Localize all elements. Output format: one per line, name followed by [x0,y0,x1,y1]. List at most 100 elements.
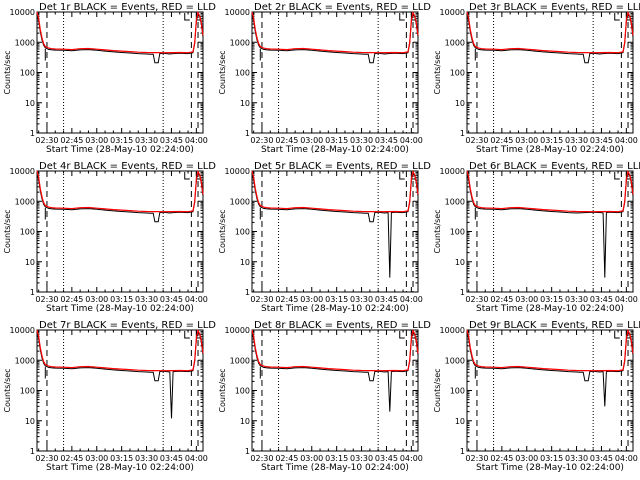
x-tick-label: 02:30 [250,136,273,145]
x-tick-label: 02:45 [275,454,298,463]
panel-title: Det 3r BLACK = Events, RED = LLD [469,2,640,13]
plot-frame [251,170,419,293]
x-tick-label: 02:30 [250,454,273,463]
plot-frame [36,11,204,134]
detector-panel: Det 6r BLACK = Events, RED = LLD 1 10 100 10… [433,161,640,314]
x-tick-label: 03:15 [540,295,563,304]
x-tick-label: 02:45 [60,295,83,304]
y-tick-label: 1000 [15,197,35,206]
y-axis-label: Counts/sec [218,209,227,253]
x-tick-label: 03:30 [350,454,373,463]
y-tick-label: 1000 [230,38,250,47]
y-tick-label: 100 [235,387,250,396]
events-series-line [466,170,634,278]
x-tick-label: 02:30 [465,454,488,463]
x-tick-label: 02:45 [490,454,513,463]
panel-title: Det 7r BLACK = Events, RED = LLD [39,320,216,331]
plot-frame [251,329,419,452]
x-tick-label: 02:45 [490,136,513,145]
y-tick-label: 10000 [225,8,250,17]
detector-panel: Det 3r BLACK = Events, RED = LLD 1 10 100 10… [433,2,640,155]
x-tick-label: 03:00 [515,136,538,145]
y-tick-label: 100 [20,228,35,237]
plot-frame [466,329,634,452]
detector-panel: Det 8r BLACK = Events, RED = LLD 1 10 100 10… [218,320,431,473]
y-tick-label: 1000 [15,38,35,47]
y-axis-label: Counts/sec [3,50,12,94]
interval-marker [184,331,190,339]
lld-series-line [251,329,419,372]
x-tick-label: 02:45 [60,454,83,463]
panel-title: Det 8r BLACK = Events, RED = LLD [254,320,431,331]
x-axis-label: Start Time (28-May-10 02:24:00) [261,304,409,314]
x-axis-label: Start Time (28-May-10 02:24:00) [476,145,624,155]
y-axis-label: Counts/sec [433,209,442,253]
y-tick-label: 10 [455,99,465,108]
y-tick-label: 10000 [10,167,35,176]
y-tick-label: 10 [25,417,35,426]
y-tick-label: 100 [235,69,250,78]
x-tick-label: 02:45 [275,136,298,145]
y-tick-label: 10000 [440,326,465,335]
x-tick-label: 03:15 [110,295,133,304]
x-tick-label: 03:15 [110,136,133,145]
y-axis-label: Counts/sec [3,368,12,412]
plot-frame [466,11,634,134]
y-tick-label: 10000 [225,167,250,176]
events-series-line [466,11,634,64]
y-tick-label: 100 [450,69,465,78]
x-tick-label: 03:30 [135,454,158,463]
x-tick-label: 02:45 [275,295,298,304]
y-tick-label: 100 [450,228,465,237]
x-tick-label: 03:00 [515,295,538,304]
x-axis-label: Start Time (28-May-10 02:24:00) [46,145,194,155]
x-tick-label: 03:15 [110,454,133,463]
lld-series-line [251,170,419,213]
x-tick-label: 02:30 [35,454,58,463]
x-tick-label: 02:45 [490,295,513,304]
y-tick-label: 1000 [445,197,465,206]
interval-marker [399,172,405,180]
x-axis-label: Start Time (28-May-10 02:24:00) [476,304,624,314]
detector-panel: Det 7r BLACK = Events, RED = LLD 1 10 100 10… [3,320,216,473]
lld-series-line [251,11,419,54]
x-tick-label: 04:00 [185,295,208,304]
x-tick-label: 03:30 [350,136,373,145]
x-tick-label: 03:45 [375,295,398,304]
lld-series-line [36,329,204,372]
x-tick-label: 03:00 [300,136,323,145]
x-axis-label: Start Time (28-May-10 02:24:00) [261,463,409,473]
detector-panel: Det 1r BLACK = Events, RED = LLD 1 10 100 10… [3,2,216,155]
y-tick-label: 1000 [230,197,250,206]
y-tick-label: 1 [460,288,465,297]
x-tick-label: 03:00 [300,295,323,304]
x-tick-label: 03:45 [160,136,183,145]
panel-title: Det 9r BLACK = Events, RED = LLD [469,320,640,331]
y-tick-label: 10000 [10,8,35,17]
events-series-line [36,329,204,419]
detector-panel: Det 2r BLACK = Events, RED = LLD 1 10 100 10… [218,2,431,155]
y-axis-label: Counts/sec [218,368,227,412]
x-tick-label: 04:00 [400,454,423,463]
y-axis-label: Counts/sec [3,209,12,253]
plot-frame [466,170,634,293]
y-tick-label: 1 [30,288,35,297]
x-tick-label: 02:30 [465,295,488,304]
y-tick-label: 1 [460,447,465,456]
x-tick-label: 03:45 [375,454,398,463]
events-series-line [36,11,204,64]
panel-title: Det 5r BLACK = Events, RED = LLD [254,161,431,172]
lld-series-line [466,329,634,372]
x-tick-label: 04:00 [185,136,208,145]
lld-series-line [466,170,634,213]
y-tick-label: 10 [25,99,35,108]
x-tick-label: 02:30 [250,295,273,304]
interval-marker [399,331,405,339]
interval-marker [399,13,405,21]
lld-series-line [36,11,204,54]
panel-title: Det 1r BLACK = Events, RED = LLD [39,2,216,13]
y-axis-label: Counts/sec [218,50,227,94]
y-tick-label: 100 [20,69,35,78]
lld-series-line [36,170,204,213]
